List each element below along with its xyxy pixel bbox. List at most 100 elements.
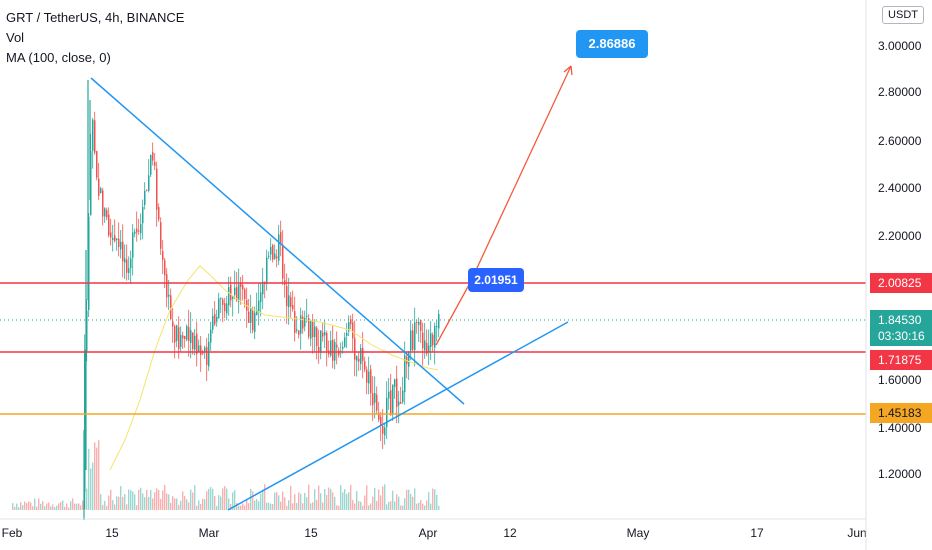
volume-bar (38, 498, 40, 510)
candle-body (374, 393, 376, 403)
candle-body (188, 327, 190, 341)
volume-bar (306, 497, 308, 510)
symbol-title[interactable]: GRT / TetherUS, 4h, BINANCE (6, 10, 185, 25)
x-axis: Feb 15 Mar 15 Apr 12 May 17 Jun (2, 526, 867, 540)
volume-bar (78, 503, 80, 510)
candle-body (214, 314, 216, 325)
candle-body (146, 189, 148, 191)
candle-body (428, 345, 430, 353)
candle-body (210, 329, 212, 343)
candle-body (414, 322, 416, 351)
projection-arrow-2[interactable] (469, 65, 572, 284)
candle-body (172, 321, 174, 327)
candle-body (276, 256, 278, 259)
volume-bar (204, 499, 206, 510)
volume-bar (92, 462, 94, 510)
candle-body (134, 231, 136, 234)
volume-bar (310, 503, 312, 510)
volume-bar (260, 493, 262, 510)
volume-bar (12, 503, 14, 510)
volume-legend[interactable]: Vol (6, 30, 25, 45)
volume-bar (390, 501, 392, 510)
candle-body (116, 238, 118, 240)
candle-body (366, 369, 368, 383)
candle-body (90, 151, 92, 216)
candle-body (166, 274, 168, 298)
volume-bar (410, 493, 412, 510)
volume-bar (330, 488, 332, 510)
candle-body (212, 315, 214, 330)
volume-bar (80, 505, 82, 510)
candle-body (382, 425, 384, 434)
descending-trendline[interactable] (90, 77, 465, 405)
volume-bar (200, 504, 202, 510)
volume-bar (398, 496, 400, 510)
currency-button[interactable]: USDT (882, 6, 924, 24)
candle-body (350, 319, 352, 325)
candle-body (132, 232, 134, 258)
candle-body (108, 214, 110, 236)
candle-body (198, 345, 200, 352)
candle-body (404, 355, 406, 393)
candle-body (84, 349, 86, 492)
candle-body (354, 338, 356, 360)
target-callout[interactable]: 2.86886 (576, 30, 648, 58)
volume-bar (254, 500, 256, 510)
candle-body (190, 330, 192, 344)
volume-bar (366, 485, 368, 510)
candle-body (92, 119, 94, 151)
volume-bar (102, 504, 104, 510)
volume-bar (292, 503, 294, 510)
candle-body (346, 332, 348, 336)
volume-bar (20, 502, 22, 510)
volume-bar (242, 503, 244, 510)
x-tick-label: Apr (419, 526, 438, 540)
volume-bar (248, 503, 250, 510)
volume-bar (86, 488, 88, 510)
volume-bar (278, 495, 280, 510)
volume-bar (232, 492, 234, 510)
volume-bar (206, 491, 208, 510)
volume-bar (60, 501, 62, 510)
volume-bar (294, 494, 296, 510)
volume-bar (218, 495, 220, 510)
volume-bar (246, 499, 248, 510)
candle-body (402, 390, 404, 403)
candle-body (102, 190, 104, 217)
candle-body (278, 234, 280, 261)
ascending-trendline[interactable] (227, 321, 569, 511)
candle-body (224, 303, 226, 312)
volume-bar (130, 490, 132, 510)
candle-body (176, 325, 178, 341)
candles (83, 80, 440, 520)
volume-bar (318, 485, 320, 510)
volume-bar (44, 506, 46, 510)
candle-body (322, 332, 324, 337)
candle-body (100, 188, 102, 194)
volume-bar (54, 507, 56, 510)
volume-bar (146, 489, 148, 510)
breakout-callout[interactable]: 2.01951 (468, 268, 524, 292)
volume-bar (30, 502, 32, 510)
volume-bar (36, 506, 38, 510)
candle-body (252, 310, 254, 331)
candle-body (320, 330, 322, 354)
volume-bar (210, 486, 212, 510)
candle-body (160, 222, 162, 249)
candle-body (236, 287, 238, 301)
volume-bar (424, 505, 426, 510)
candle-body (338, 350, 340, 356)
volume-bar (236, 503, 238, 510)
candle-body (260, 292, 262, 302)
volume-bar (282, 491, 284, 510)
candle-body (218, 298, 220, 319)
volume-bar (114, 504, 116, 510)
volume-bar (422, 503, 424, 510)
current-price-value: 1.84530 (878, 313, 922, 327)
volume-bar (100, 494, 102, 510)
projection-arrow-1[interactable] (435, 282, 471, 346)
candle-body (398, 401, 400, 406)
ma-legend[interactable]: MA (100, close, 0) (6, 50, 111, 65)
volume-bar (70, 501, 72, 510)
